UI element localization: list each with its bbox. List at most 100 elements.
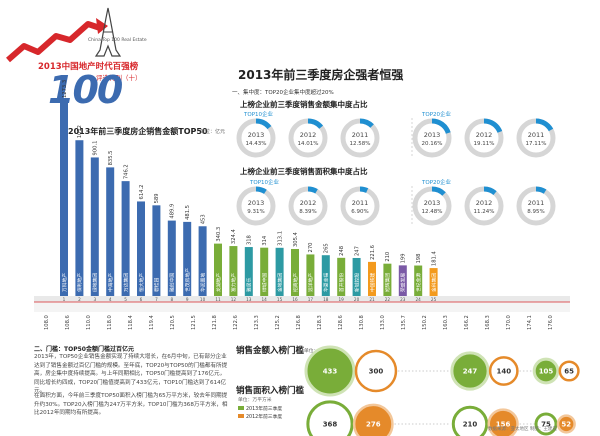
bar-9 [183, 221, 192, 296]
bar-company-name: 恒大地产 [138, 273, 145, 292]
section2-paragraph-1: 2013年，TOP50企业销售金额实现了持续大增长，在6月中旬，已有部分企业达到… [34, 354, 228, 395]
bar-value-label: 265 [324, 243, 330, 253]
bar-rank: 3 [93, 297, 96, 302]
bottom-value-label: 174.1 [527, 315, 533, 330]
bar-value-label: 900.1 [93, 141, 99, 156]
bar-company-name: 融创中国 [169, 273, 176, 292]
amount-donut-arc-2011 [516, 118, 556, 158]
bar-17 [306, 254, 315, 296]
sales-amount-concentration-title: 上榜企业前三季度销售金额集中度占比 [240, 100, 368, 109]
threshold-value: 368 [323, 421, 338, 429]
area-donut-pct: 12.48% [422, 209, 443, 215]
area-donut-year: 2011 [352, 199, 369, 207]
bar-value-label: 210 [385, 252, 391, 262]
area-threshold-title: 销售面积入榜门槛 [236, 386, 305, 396]
bar-rank: 2 [78, 297, 81, 302]
amount-threshold-title: 销售金额入榜门槛 [236, 346, 305, 356]
bottom-value-label: 125.2 [275, 315, 281, 330]
bottom-value-label: 121.8 [212, 315, 218, 330]
bar-4 [106, 167, 115, 296]
amount-donut-pct: 14.01% [298, 141, 319, 147]
bottom-value-label: 130.8 [359, 315, 365, 330]
bar-value-label: 489.9 [170, 204, 176, 219]
amount-donut-year: 2013 [424, 131, 441, 139]
bottom-value-label: 121.5 [191, 315, 197, 330]
bar-value-label: 1012 [77, 125, 83, 138]
bar-value-label: 746.2 [123, 164, 129, 179]
threshold-circle-amount-TOP10-2013 [304, 345, 356, 397]
bar-25 [429, 268, 438, 296]
bar-rank: 11 [215, 297, 221, 302]
bar-10 [198, 226, 207, 296]
chart-unit: 单位：亿元 [200, 129, 226, 135]
bar-15 [275, 247, 284, 296]
bar-rank: 18 [323, 297, 329, 302]
bar-company-name: 中海地产 [107, 273, 114, 292]
bar-11 [214, 243, 222, 296]
bottom-value-label: 118.4 [128, 314, 134, 330]
bar-company-name: 远洋地产 [307, 273, 314, 292]
bottom-value-label: 150.2 [422, 315, 428, 330]
bar-value-label: 589 [154, 193, 160, 203]
bar-company-name: 新城控股 [353, 273, 360, 292]
area-donut-year: 2011 [528, 199, 545, 207]
rank-subtitle: 评选特刊（十） [96, 74, 142, 82]
sales-area-concentration-title: 上榜企业前三季度销售面积集中度占比 [240, 167, 368, 176]
amount-donut-arc-2013 [236, 118, 276, 158]
threshold-value: 140 [496, 368, 511, 376]
bar-rank: 23 [400, 297, 406, 302]
threshold-value: 276 [366, 421, 381, 429]
area-donut-arc-2011 [340, 186, 380, 226]
area-threshold-unit: 单位：万平方米 [238, 398, 272, 403]
area-donut-pct: 11.24% [474, 209, 495, 215]
bottom-value-label: 123.3 [254, 315, 260, 330]
threshold-circle-amount-TOP20-2013 [450, 351, 490, 391]
threshold-circle-area-TOP20-2013 [451, 405, 489, 436]
bar-company-name: 中国铁建 [369, 273, 376, 292]
bar-company-name: 世纪金源 [415, 273, 422, 292]
bar-8 [167, 220, 176, 296]
donut-row-area: 2013 9.31% 2012 8.39% 2011 6.90% 2013 12.48% 201… [236, 186, 556, 226]
bar-rank: 1 [63, 297, 66, 302]
bottom-value-label: 128.6 [338, 315, 344, 330]
amount-donut-arc-2011 [340, 118, 380, 158]
amount-donut-pct: 12.58% [350, 141, 371, 147]
bar-rank: 21 [369, 297, 375, 302]
bar-rank: 24 [416, 297, 422, 302]
threshold-circles: 433 300 247 140 105 65 368 276 210 156 75 52 [304, 345, 580, 436]
bar-rank: 17 [308, 297, 314, 302]
bottom-value-label: 126.8 [296, 315, 302, 330]
bar-company-name: 世茂房地产 [184, 268, 191, 292]
bar-company-name: 龙湖地产 [215, 273, 222, 292]
bar-value-label: 318 [247, 235, 253, 245]
bar-19 [337, 257, 346, 296]
bar-24 [414, 265, 423, 296]
threshold-value: 433 [323, 368, 338, 376]
bottom-value-label: 108.6 [65, 315, 71, 330]
bottom-value-label: 160.3 [443, 315, 449, 330]
bar-rank: 13 [246, 297, 252, 302]
bar-value-label: 198 [416, 254, 422, 264]
bar-rank: 9 [186, 297, 189, 302]
threshold-circle-amount-TOP50-2013 [532, 357, 560, 385]
bar-rank: 14 [262, 297, 268, 302]
bar-23 [398, 265, 407, 296]
bar-company-name: 首开股份 [338, 273, 345, 292]
bar-company-name: 万达集团 [122, 273, 129, 292]
amount-donut-arc-2013 [412, 118, 452, 158]
bar-6 [137, 201, 145, 296]
section2-label: 二、门槛：TOP50金额门槛过百亿元 [34, 346, 134, 353]
threshold-circle-amount-TOP20-2012 [488, 356, 519, 386]
area-donut-pct: 8.39% [299, 209, 316, 215]
bar-3 [90, 157, 99, 296]
bar-rank: 10 [200, 297, 206, 302]
bottom-value-label: 176.0 [548, 315, 554, 330]
bar-value-label: 453 [200, 214, 206, 224]
bar-rank: 19 [339, 297, 345, 302]
bar-value-label: 305.4 [293, 231, 299, 247]
threshold-circle-amount-TOP50-2012 [558, 360, 580, 382]
amount-donut-year: 2012 [300, 131, 317, 139]
legend-2013: 2013年前三季度 [246, 407, 283, 412]
bottom-value-label: 166.2 [464, 315, 470, 330]
bottom-value-label: 122.6 [233, 315, 239, 330]
